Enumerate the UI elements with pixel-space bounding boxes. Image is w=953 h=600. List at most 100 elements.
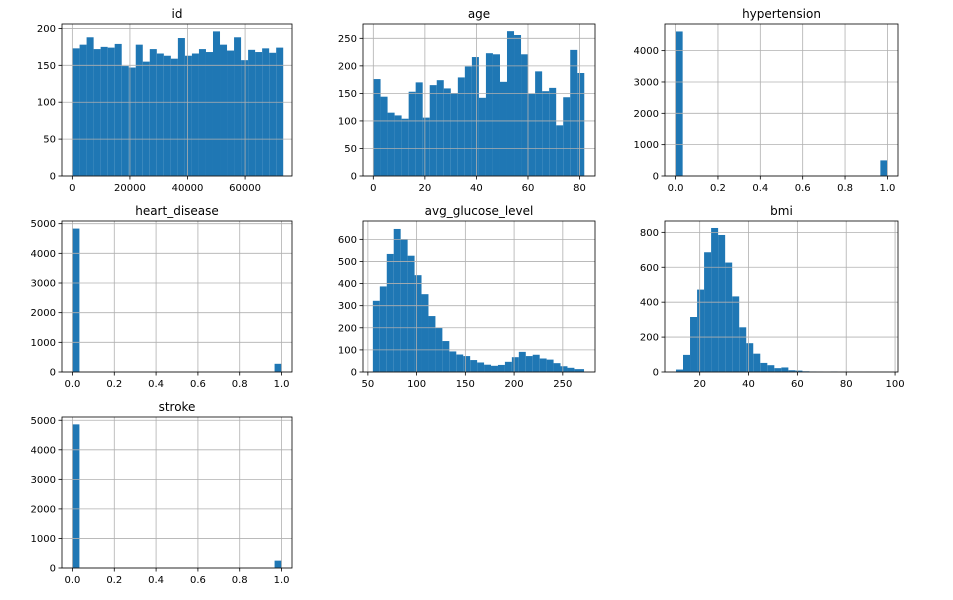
histogram-bar <box>549 87 557 176</box>
panel-title: bmi <box>770 204 793 218</box>
histogram-bar <box>567 367 575 372</box>
x-tick-label: 40000 <box>172 183 204 194</box>
histogram-bar <box>546 359 554 372</box>
histogram-bar <box>255 52 263 176</box>
y-tick-label: 4000 <box>31 249 56 260</box>
histogram-bar <box>100 46 108 177</box>
x-tick-label: 20 <box>693 379 706 390</box>
y-tick-label: 250 <box>338 34 357 45</box>
y-tick-label: 200 <box>338 323 357 334</box>
x-tick-label: 0.8 <box>232 379 248 390</box>
x-tick-label: 0.2 <box>106 575 122 586</box>
y-tick-label: 5000 <box>31 416 56 427</box>
y-tick-label: 3000 <box>31 475 56 486</box>
histogram-bar <box>521 54 529 176</box>
histogram-bar <box>177 38 185 176</box>
histogram-bar <box>86 37 94 176</box>
y-tick-label: 5000 <box>31 219 56 230</box>
y-tick-label: 400 <box>640 298 659 309</box>
x-tick-label: 0.8 <box>232 575 248 586</box>
x-tick-label: 1.0 <box>274 379 290 390</box>
histogram-bar <box>739 327 747 372</box>
x-tick-label: 0.0 <box>65 379 81 390</box>
axes-frame <box>664 220 899 373</box>
histogram-bar <box>394 115 402 176</box>
histogram-bar <box>499 81 507 176</box>
histogram-bar <box>725 262 733 372</box>
panel-title: age <box>468 7 490 21</box>
histogram-bar <box>220 44 228 176</box>
y-tick-label: 0 <box>351 368 357 379</box>
panel-title: hypertension <box>742 7 821 21</box>
x-tick-label: 0.6 <box>190 575 206 586</box>
histogram-bar <box>276 47 284 176</box>
histogram-bar <box>184 55 192 177</box>
histogram-bar <box>142 61 150 176</box>
histogram-bar <box>563 97 571 176</box>
histogram-panel: avg_glucose_level 50 100 150 200 250 0 100 200 30… <box>338 204 596 390</box>
histogram-bar <box>414 275 422 372</box>
histogram-bar <box>407 255 415 372</box>
y-tick-label: 50 <box>344 144 357 155</box>
histogram-bar <box>198 49 206 177</box>
histogram-bar <box>248 49 256 176</box>
histogram-bar <box>532 354 540 372</box>
histogram-bar <box>114 43 122 176</box>
histogram-bar <box>380 96 388 176</box>
histogram-bar <box>506 31 515 176</box>
y-tick-label: 2000 <box>31 504 56 515</box>
histogram-bar <box>491 365 498 372</box>
histogram-bar <box>457 77 465 176</box>
x-tick-label: 0.2 <box>710 183 726 194</box>
histogram-bar <box>379 286 387 372</box>
x-tick-label: 0.0 <box>65 575 81 586</box>
histogram-bar <box>760 362 768 372</box>
x-tick-label: 0 <box>69 183 75 194</box>
histogram-bar <box>170 58 178 176</box>
histogram-bar <box>442 341 450 372</box>
histogram-panel: heart_disease 0.0 0.2 0.4 0.6 0.8 1.0 0 1000 2000… <box>31 204 293 390</box>
histogram-bar <box>79 44 87 176</box>
histogram-bar <box>449 351 457 372</box>
histogram-bar <box>511 357 519 372</box>
histogram-bar <box>274 560 282 568</box>
y-tick-label: 3000 <box>31 279 56 290</box>
histogram-panel: bmi 20 40 60 80 100 0 200 400 600 800 <box>640 204 905 390</box>
histogram-bar <box>781 367 789 372</box>
histogram-bar <box>191 53 199 177</box>
histogram-bar <box>429 85 437 176</box>
y-tick-label: 0 <box>50 172 56 183</box>
histogram-bar <box>262 48 270 176</box>
histogram-bar <box>470 360 478 372</box>
x-tick-label: 200 <box>505 379 524 390</box>
y-tick-label: 200 <box>640 333 659 344</box>
y-tick-label: 600 <box>338 235 357 246</box>
histogram-bar <box>163 55 171 177</box>
histogram-bar <box>795 370 803 372</box>
y-tick-label: 150 <box>37 61 56 72</box>
y-tick-label: 0 <box>653 368 659 379</box>
histogram-bar <box>492 54 500 176</box>
y-tick-label: 0 <box>50 368 56 379</box>
x-tick-label: 20 <box>418 183 431 194</box>
y-tick-label: 1000 <box>634 140 659 151</box>
y-tick-label: 3000 <box>634 77 659 88</box>
x-tick-label: 100 <box>886 379 905 390</box>
axes-frame <box>61 220 293 373</box>
histogram-bar <box>386 253 394 372</box>
axes-frame <box>61 23 293 177</box>
y-tick-label: 50 <box>43 135 56 146</box>
x-tick-label: 80 <box>573 183 586 194</box>
y-tick-label: 200 <box>338 61 357 72</box>
histogram-bar <box>234 37 242 176</box>
x-tick-label: 0.4 <box>148 379 164 390</box>
x-tick-label: 40 <box>470 183 483 194</box>
histogram-bar <box>880 160 888 176</box>
x-tick-label: 60 <box>791 379 804 390</box>
histogram-bar <box>456 354 464 372</box>
panel-title: heart_disease <box>135 204 219 218</box>
histogram-panel: age 0 20 40 60 80 0 50 100 150 200 250 <box>338 7 596 194</box>
axes-frame <box>61 416 293 569</box>
x-tick-label: 60 <box>522 183 535 194</box>
